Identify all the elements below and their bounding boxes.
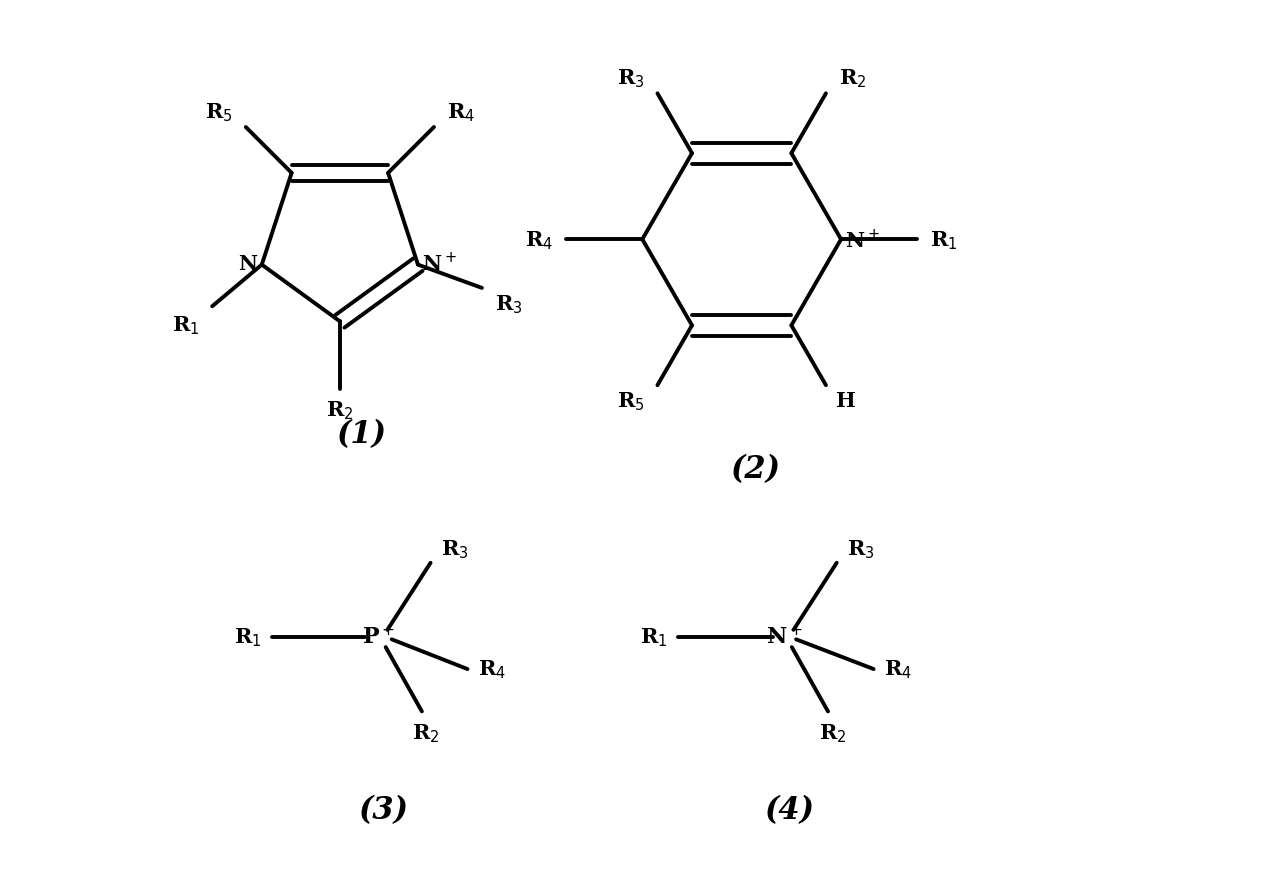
Text: R$_{2}$: R$_{2}$ [327,398,353,421]
Text: N: N [239,253,258,274]
Text: R$_{3}$: R$_{3}$ [441,538,468,560]
Text: N$^+$: N$^+$ [767,625,804,649]
Text: R$_{4}$: R$_{4}$ [447,101,475,124]
Text: (4): (4) [764,795,814,825]
Text: R$_{1}$: R$_{1}$ [235,625,262,648]
Text: H: H [836,390,856,410]
Text: R$_{2}$: R$_{2}$ [819,722,846,745]
Text: R$_{3}$: R$_{3}$ [847,538,874,560]
Text: R$_{2}$: R$_{2}$ [838,68,866,90]
Text: R$_{1}$: R$_{1}$ [930,229,957,252]
Text: (3): (3) [359,795,408,825]
Text: N$^+$: N$^+$ [422,252,457,275]
Text: R$_{3}$: R$_{3}$ [495,293,522,316]
Text: (2): (2) [730,453,780,484]
Text: N$^+$: N$^+$ [846,228,880,252]
Text: R$_{4}$: R$_{4}$ [526,229,554,252]
Text: R$_{1}$: R$_{1}$ [641,625,667,648]
Text: R$_{4}$: R$_{4}$ [884,658,912,681]
Text: R$_{2}$: R$_{2}$ [412,722,440,745]
Text: P$^+$: P$^+$ [362,625,396,649]
Text: (1): (1) [337,418,387,450]
Text: R$_{1}$: R$_{1}$ [172,314,199,337]
Text: R$_{4}$: R$_{4}$ [477,658,505,681]
Text: R$_{5}$: R$_{5}$ [205,101,232,124]
Text: R$_{5}$: R$_{5}$ [616,390,644,413]
Text: R$_{3}$: R$_{3}$ [616,68,644,90]
